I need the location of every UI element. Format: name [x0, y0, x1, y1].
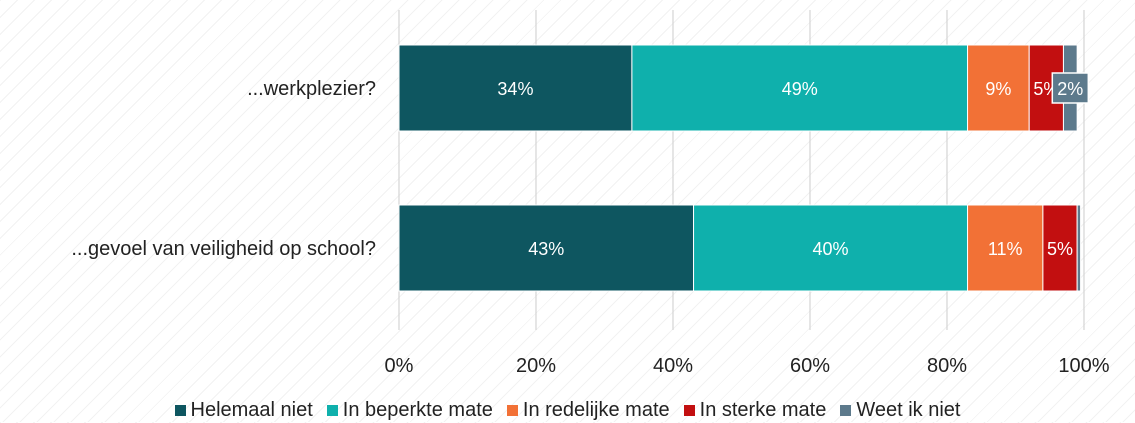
data-label: 43%: [528, 239, 564, 259]
legend-swatch: [683, 404, 695, 416]
legend-item-weet-ik-niet: Weet ik niet: [840, 399, 960, 422]
labels: 0% 20% 40% 60% 80% 100% ...werkplezier? ...gevo…: [71, 72, 1110, 377]
data-label: 2%: [1057, 79, 1083, 99]
data-label: 49%: [782, 79, 818, 99]
legend-swatch: [840, 404, 852, 416]
legend-label: In sterke mate: [699, 398, 827, 421]
category-label: ...werkplezier?: [247, 78, 376, 100]
legend: Helemaal niet In beperkte mate In redelijk…: [0, 397, 1135, 423]
legend-item-in-redelijke-mate: In redelijke mate: [506, 398, 670, 422]
category-label: ...gevoel van veiligheid op school?: [71, 238, 376, 260]
legend-item-helemaal-niet: Helemaal niet: [174, 398, 313, 422]
x-tick-label: 100%: [1058, 355, 1109, 377]
legend-swatch: [174, 404, 186, 416]
legend-swatch: [326, 404, 338, 416]
data-label: 5%: [1047, 239, 1073, 259]
legend-label: Helemaal niet: [190, 398, 313, 421]
x-tick-label: 60%: [790, 355, 830, 377]
data-label: 34%: [497, 79, 533, 99]
legend-label: In beperkte mate: [342, 398, 493, 421]
bars: [398, 44, 1082, 292]
bar-segment-helemaal-niet: [398, 204, 695, 292]
x-tick-label: 0%: [385, 355, 414, 377]
x-tick-label: 80%: [927, 355, 967, 377]
legend-label: Weet ik niet: [856, 398, 961, 421]
data-label: 11%: [988, 239, 1023, 259]
bar-segment-in-redelijke-mate: [967, 204, 1044, 292]
legend-item-in-beperkte-mate: In beperkte mate: [326, 398, 493, 422]
bar-segment-in-sterke-mate: [1042, 204, 1078, 292]
data-label-callout: [1051, 72, 1090, 104]
legend-label: In redelijke mate: [522, 398, 670, 421]
bar-segment-in-beperkte-mate: [693, 204, 969, 292]
stacked-bar-chart: 0% 20% 40% 60% 80% 100% ...werkplezier? ...gevo…: [71, 10, 1110, 377]
data-label: 40%: [813, 239, 849, 259]
x-tick-label: 40%: [653, 355, 693, 377]
x-tick-label: 20%: [516, 355, 556, 377]
data-label: 9%: [985, 79, 1011, 99]
bar-segment-helemaal-niet: [398, 44, 633, 132]
legend-swatch: [506, 404, 518, 416]
bar-segment-weet-ik-niet: [1076, 204, 1082, 292]
legend-item-in-sterke-mate: In sterke mate: [683, 398, 827, 422]
